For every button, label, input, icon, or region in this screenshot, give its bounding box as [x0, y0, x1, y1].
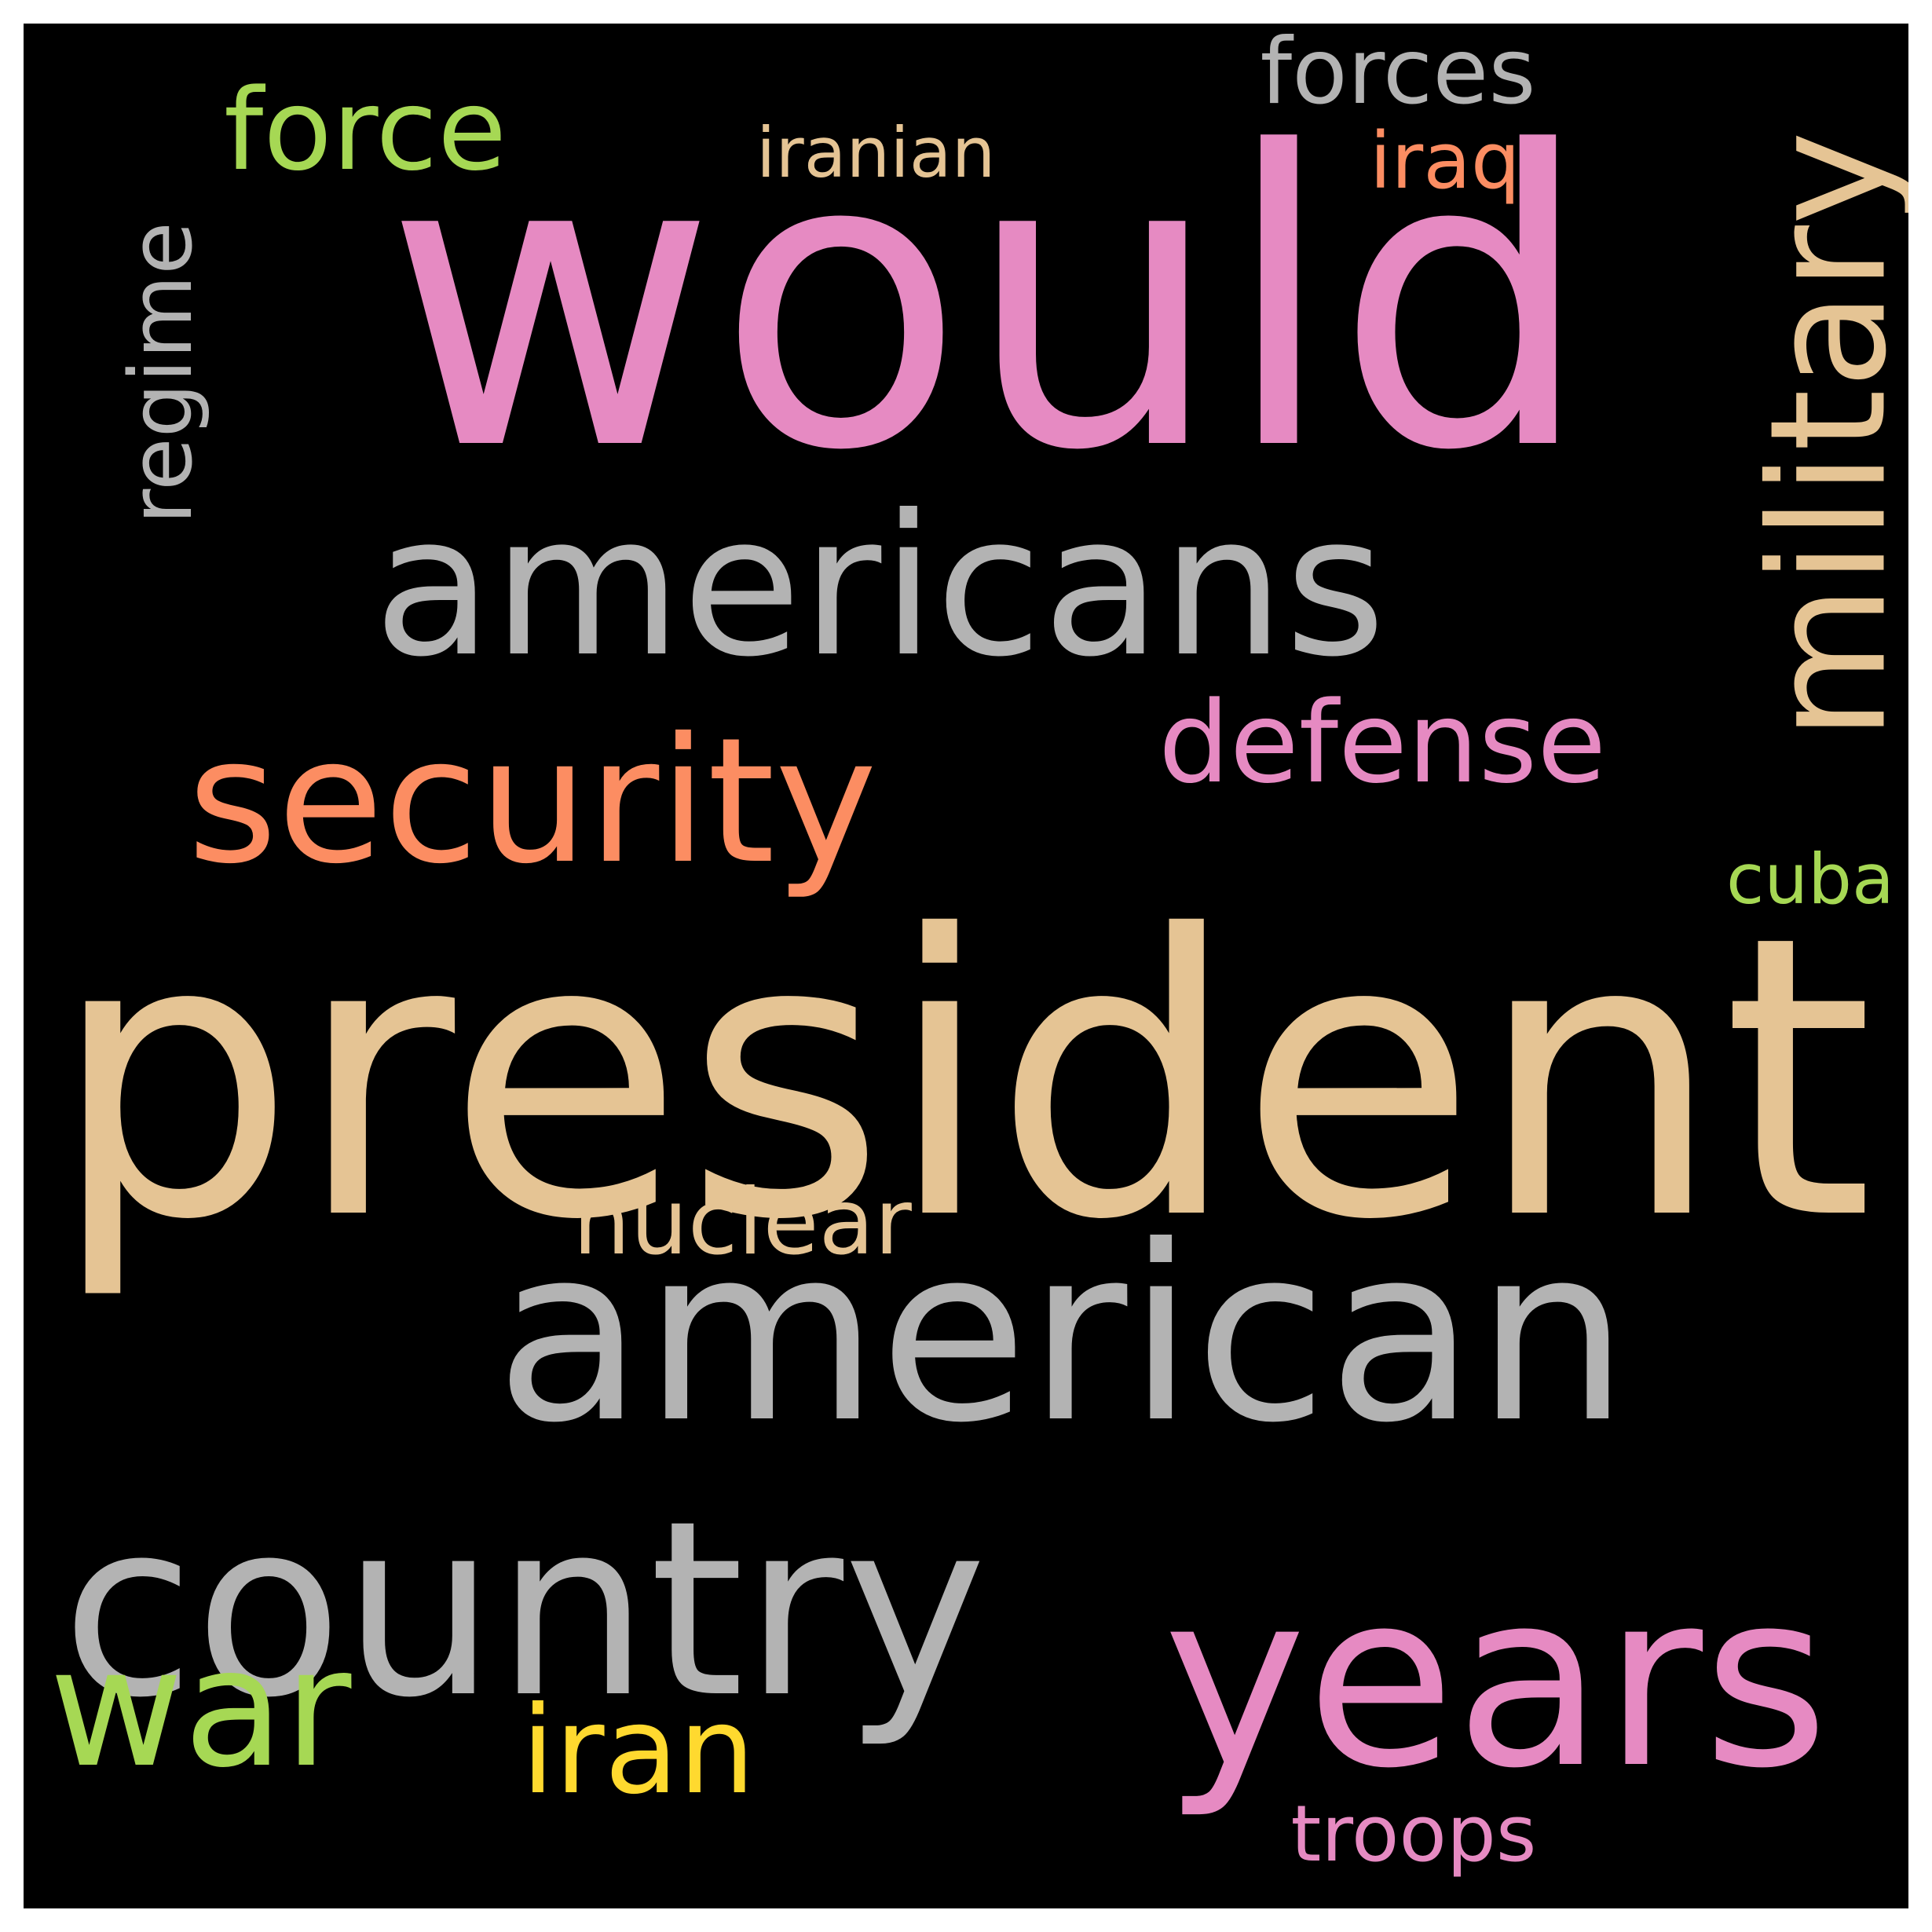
word-iran: iran: [521, 1681, 756, 1821]
word-iraq: iraq: [1370, 115, 1520, 207]
word-would: would: [384, 65, 1594, 539]
word-forces: forces: [1260, 24, 1536, 125]
word-years: years: [1163, 1539, 1829, 1821]
word-security: security: [187, 701, 877, 902]
word-iranian: iranian: [756, 112, 996, 193]
word-military: military: [1734, 130, 1908, 741]
word-cloud: would president americans american count…: [24, 24, 1908, 1908]
word-regime: regime: [110, 221, 211, 525]
word-war: war: [49, 1612, 352, 1804]
word-americans: americans: [373, 473, 1386, 700]
word-president: president: [50, 854, 1874, 1304]
word-country: country: [61, 1469, 987, 1751]
word-cuba: cuba: [1726, 839, 1894, 920]
word-defense: defense: [1158, 676, 1607, 808]
word-nuclear: nuclear: [573, 1169, 912, 1275]
word-american: american: [495, 1194, 1630, 1476]
word-troops: troops: [1290, 1788, 1537, 1879]
word-force: force: [224, 64, 507, 196]
